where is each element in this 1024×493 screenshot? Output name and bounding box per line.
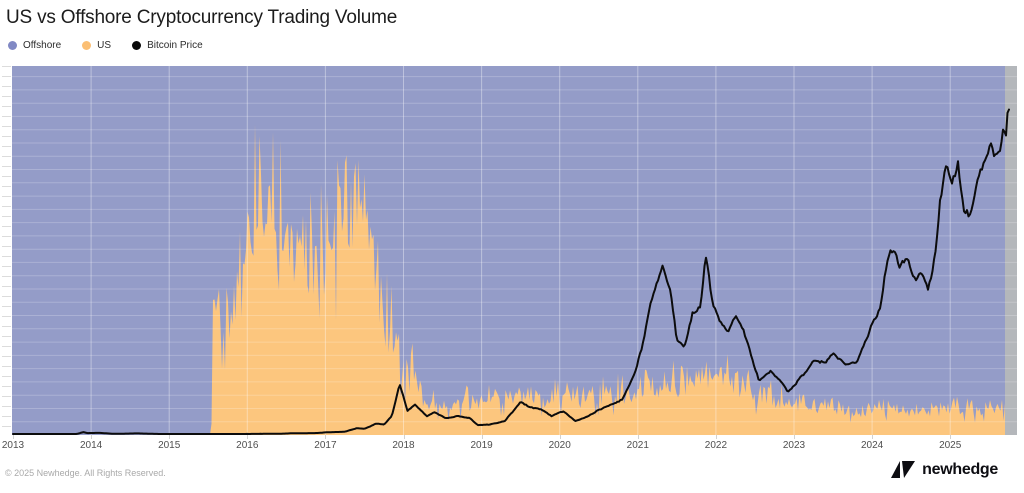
x-axis-label: 2014	[79, 440, 103, 451]
x-axis-label: 2013	[1, 440, 25, 451]
offshore-series-dot-icon	[8, 41, 17, 50]
newhedge-logo-icon	[891, 461, 916, 478]
left-axis-ticks	[2, 66, 11, 435]
copyright-text: © 2025 Newhedge. All Rights Reserved.	[5, 468, 166, 478]
newhedge-brand: newhedge	[890, 460, 998, 479]
x-axis-tick	[715, 435, 717, 439]
page-title: US vs Offshore Cryptocurrency Trading Vo…	[6, 7, 398, 28]
x-axis-tick	[91, 435, 93, 439]
x-axis-label: 2025	[939, 440, 962, 451]
legend-item-bitcoin-price[interactable]: Bitcoin Price	[132, 40, 203, 51]
us-series-dot-icon	[82, 41, 92, 50]
x-axis-tick	[13, 435, 14, 439]
x-axis-tick	[559, 435, 561, 439]
chart-legend: Offshore US Bitcoin Price	[8, 40, 203, 51]
x-axis: 2013 2014 2015 2016 2017 2018 2019 2020 2021 2022…	[0, 435, 1024, 454]
x-axis-label: 2023	[782, 440, 806, 451]
offshore-area	[12, 66, 1005, 435]
x-axis-label: 2017	[314, 440, 337, 451]
x-axis-label: 2020	[548, 440, 571, 451]
legend-label: US	[97, 40, 112, 51]
x-axis-tick	[481, 435, 483, 439]
legend-label: Offshore	[23, 40, 62, 51]
future-strip	[1005, 66, 1017, 435]
x-axis-label: 2021	[626, 440, 649, 451]
x-axis-tick	[247, 435, 249, 439]
chart-plot-area[interactable]	[12, 66, 1017, 435]
left-axis-tick-strip	[0, 66, 12, 435]
x-axis-tick	[169, 435, 171, 439]
x-axis-tick	[403, 435, 405, 439]
x-axis-label: 2015	[158, 440, 181, 451]
legend-item-offshore[interactable]: Offshore	[8, 40, 61, 51]
legend-label: Bitcoin Price	[147, 40, 203, 51]
legend-item-us[interactable]: US	[82, 40, 111, 51]
x-axis-label: 2018	[392, 440, 415, 451]
x-axis-label: 2019	[470, 440, 493, 451]
x-axis-tick	[872, 435, 874, 439]
x-axis-tick	[325, 435, 327, 439]
bitcoin-price-line	[12, 108, 1010, 435]
x-axis-tick	[950, 435, 952, 439]
brand-name: newhedge	[922, 460, 998, 478]
x-axis-label: 2024	[860, 440, 884, 451]
x-axis-label: 2022	[704, 440, 728, 451]
bitcoin-price-series-dot-icon	[132, 41, 142, 50]
us-area	[12, 124, 1005, 435]
x-axis-tick	[637, 435, 639, 439]
x-axis-label: 2016	[236, 440, 259, 451]
x-axis-tick	[794, 435, 795, 439]
stacked-area-chart[interactable]	[12, 66, 1017, 435]
